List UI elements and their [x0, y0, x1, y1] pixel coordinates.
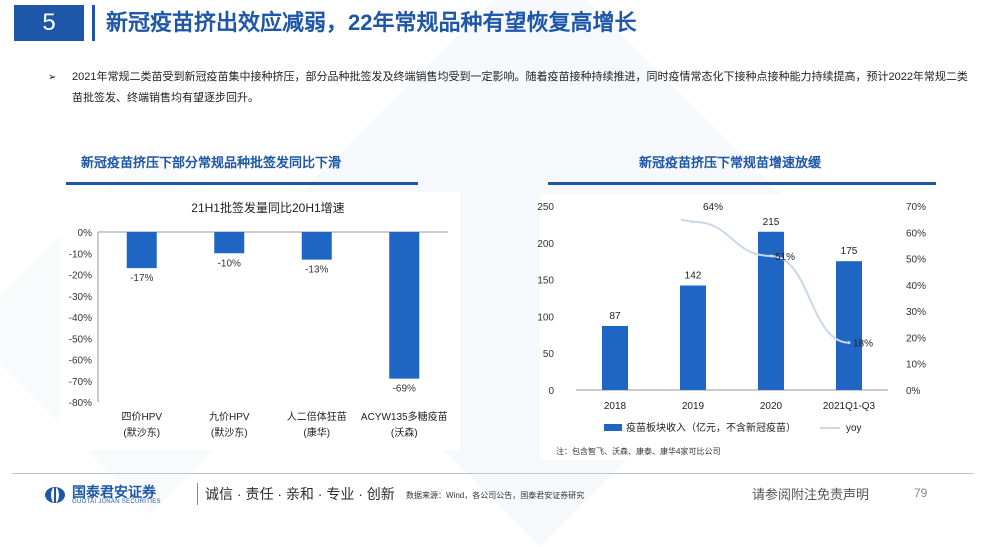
y-tick-label: 0%	[78, 228, 93, 239]
x-tick-sublabel: (康华)	[303, 426, 330, 439]
chart-title: 21H1批签发量同比20H1增速	[191, 200, 344, 215]
x-tick-label: 2021Q1-Q3	[823, 401, 876, 412]
yoy-data-label: 51%	[775, 252, 795, 263]
left-chart: 21H1批签发量同比20H1增速 0% -10% -20% -30% -40% -50% -…	[60, 192, 460, 450]
y-left-tick-label: 100	[537, 312, 554, 323]
x-tick-label: 人二倍体狂苗	[287, 410, 347, 423]
x-tick-label: 2018	[604, 401, 627, 412]
bar	[214, 232, 245, 254]
x-tick-label: ACYW135多糖疫苗	[361, 410, 448, 423]
x-tick-label: 2019	[682, 401, 705, 412]
data-label: -69%	[393, 384, 416, 395]
footer-divider	[12, 473, 974, 474]
data-label: 87	[609, 311, 621, 322]
y-right-tick-label: 40%	[906, 281, 926, 292]
y-left-tick-label: 200	[537, 239, 554, 250]
y-left-tick-label: 0	[548, 386, 554, 397]
y-right-tick-label: 30%	[906, 307, 926, 318]
logo-subtext: GUOTAI JUNAN SECURITIES	[72, 499, 161, 505]
right-chart-plot-area	[540, 194, 940, 460]
logo-text: 国泰君安证券	[72, 484, 156, 500]
yoy-point	[691, 220, 695, 224]
y-tick-label: -70%	[69, 377, 92, 388]
y-left-tick-label: 50	[543, 349, 555, 360]
disclaimer: 请参阅附注免责声明	[752, 487, 870, 502]
bar	[126, 232, 157, 269]
data-label: 175	[841, 246, 858, 257]
bar	[602, 325, 628, 390]
y-tick-label: -50%	[69, 334, 92, 345]
bar	[389, 232, 420, 379]
bullet-text: 2021年常规二类苗受到新冠疫苗集中接种挤压，部分品种批签发及终端销售均受到一定…	[72, 71, 968, 104]
x-tick-sublabel: (沃森)	[391, 426, 418, 439]
data-source: 数据来源：Wind，各公司公告，国泰君安证券研究	[406, 491, 585, 500]
bar	[680, 285, 706, 390]
title-divider	[92, 5, 95, 41]
x-tick-sublabel: (默沙东)	[123, 426, 160, 439]
y-right-tick-label: 20%	[906, 333, 926, 344]
x-tick-label: 九价HPV	[209, 411, 250, 423]
y-tick-label: -40%	[69, 313, 92, 324]
right-heading-underline	[548, 182, 936, 185]
logo-icon	[45, 487, 65, 503]
x-tick-sublabel: (默沙东)	[211, 426, 248, 439]
slide-header: 5 新冠疫苗挤出效应减弱，22年常规品种有望恢复高增长	[0, 0, 986, 48]
bar	[301, 232, 332, 260]
data-label: -10%	[218, 258, 241, 269]
footer-separator	[197, 483, 198, 505]
yoy-data-label: 18%	[853, 339, 873, 350]
bullet-arrow-icon: ➢	[48, 72, 57, 83]
y-right-tick-label: 70%	[906, 202, 926, 213]
left-chart-heading: 新冠疫苗挤压下部分常规品种批签发同比下滑	[80, 155, 341, 170]
x-tick-label: 2020	[760, 401, 783, 412]
yoy-point	[769, 254, 773, 258]
y-tick-label: -80%	[69, 398, 92, 409]
legend-bar-swatch	[604, 424, 622, 431]
data-label: 215	[763, 217, 780, 228]
x-tick-label: 四价HPV	[121, 411, 162, 423]
right-chart-heading: 新冠疫苗挤压下常规苗增速放缓	[638, 155, 821, 170]
company-slogan: 诚信 · 责任 · 亲和 · 专业 · 创新	[205, 486, 395, 502]
yoy-point	[847, 341, 851, 345]
legend-bar-label: 疫苗板块收入（亿元，不含新冠疫苗）	[626, 421, 796, 434]
left-heading-underline	[66, 182, 418, 185]
y-tick-label: -10%	[69, 249, 92, 260]
bullet-paragraph: ➢ 2021年常规二类苗受到新冠疫苗集中接种挤压，部分品种批签发及终端销售均受到…	[48, 67, 968, 109]
data-label: -13%	[305, 265, 328, 276]
y-tick-label: -30%	[69, 292, 92, 303]
legend-line-label: yoy	[846, 423, 862, 434]
page-title: 新冠疫苗挤出效应减弱，22年常规品种有望恢复高增长	[106, 10, 637, 35]
page-number: 79	[914, 486, 928, 500]
y-right-tick-label: 60%	[906, 228, 926, 239]
yoy-data-label: 64%	[703, 202, 723, 213]
y-right-tick-label: 10%	[906, 360, 926, 371]
data-label: 142	[685, 270, 702, 281]
data-label: -17%	[130, 273, 153, 284]
company-logo: 国泰君安证券 GUOTAI JUNAN SECURITIES	[44, 482, 194, 506]
y-right-tick-label: 0%	[906, 386, 921, 397]
chart-note: 注：包含智飞、沃森、康泰、康华4家可比公司	[556, 446, 720, 456]
bar	[836, 261, 862, 390]
section-number: 5	[14, 5, 84, 41]
y-tick-label: -60%	[69, 356, 92, 367]
y-left-tick-label: 250	[537, 202, 554, 213]
y-tick-label: -20%	[69, 271, 92, 282]
y-right-tick-label: 50%	[906, 255, 926, 266]
y-left-tick-label: 150	[537, 276, 554, 287]
